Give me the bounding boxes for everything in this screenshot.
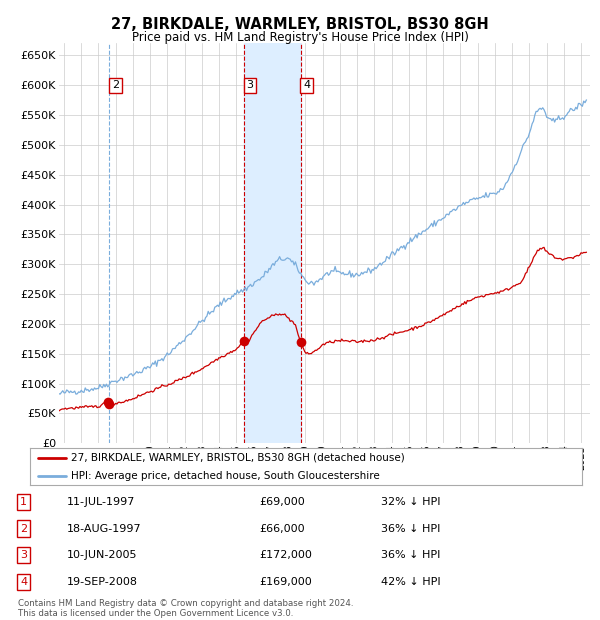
Text: 4: 4 (303, 81, 310, 91)
Text: 10-JUN-2005: 10-JUN-2005 (67, 550, 137, 560)
Text: 18-AUG-1997: 18-AUG-1997 (67, 523, 142, 534)
Text: 36% ↓ HPI: 36% ↓ HPI (380, 550, 440, 560)
Text: This data is licensed under the Open Government Licence v3.0.: This data is licensed under the Open Gov… (18, 609, 293, 618)
Text: Price paid vs. HM Land Registry's House Price Index (HPI): Price paid vs. HM Land Registry's House … (131, 31, 469, 44)
Text: Contains HM Land Registry data © Crown copyright and database right 2024.: Contains HM Land Registry data © Crown c… (18, 599, 353, 608)
Text: 4: 4 (20, 577, 27, 587)
Text: 36% ↓ HPI: 36% ↓ HPI (380, 523, 440, 534)
Text: 27, BIRKDALE, WARMLEY, BRISTOL, BS30 8GH: 27, BIRKDALE, WARMLEY, BRISTOL, BS30 8GH (111, 17, 489, 32)
Text: 2: 2 (112, 81, 119, 91)
Bar (244, 43, 301, 443)
Text: £172,000: £172,000 (260, 550, 313, 560)
Text: 1: 1 (20, 497, 27, 507)
Text: 19-SEP-2008: 19-SEP-2008 (67, 577, 138, 587)
Text: HPI: Average price, detached house, South Gloucestershire: HPI: Average price, detached house, Sout… (71, 471, 380, 480)
Text: £69,000: £69,000 (260, 497, 305, 507)
Text: 27, BIRKDALE, WARMLEY, BRISTOL, BS30 8GH (detached house): 27, BIRKDALE, WARMLEY, BRISTOL, BS30 8GH… (71, 453, 405, 463)
Text: 42% ↓ HPI: 42% ↓ HPI (380, 577, 440, 587)
Text: £169,000: £169,000 (260, 577, 313, 587)
Text: 3: 3 (247, 81, 254, 91)
Text: 3: 3 (20, 550, 27, 560)
Text: 32% ↓ HPI: 32% ↓ HPI (380, 497, 440, 507)
Text: 2: 2 (20, 523, 27, 534)
Text: 11-JUL-1997: 11-JUL-1997 (67, 497, 135, 507)
Text: £66,000: £66,000 (260, 523, 305, 534)
